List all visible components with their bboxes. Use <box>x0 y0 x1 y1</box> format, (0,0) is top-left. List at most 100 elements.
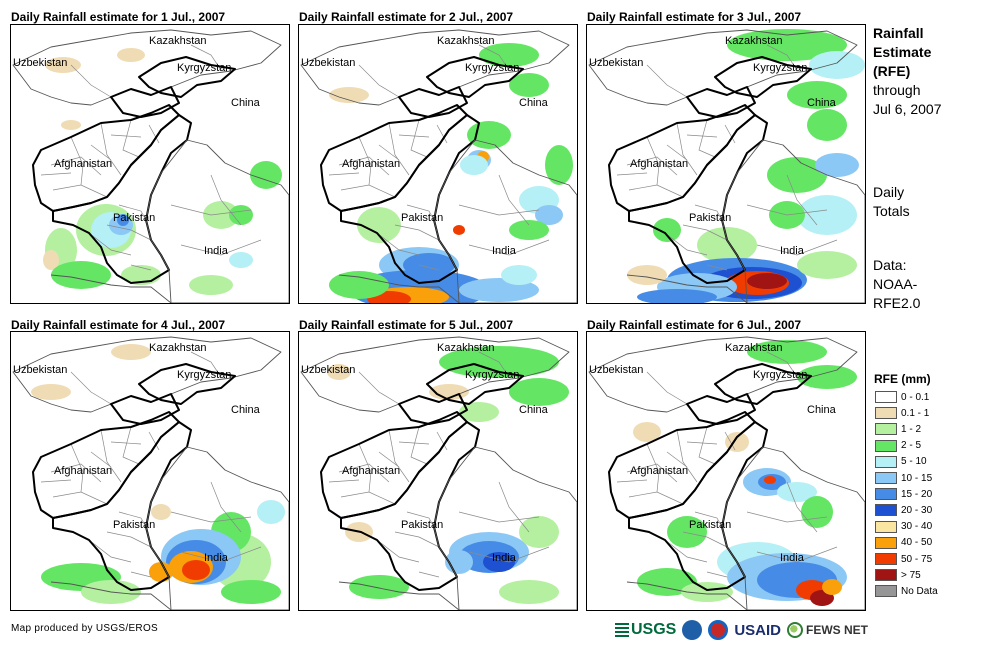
label-kazakhstan: Kazakhstan <box>149 35 207 47</box>
rainfall-map-jul-2: Kazakhstan Uzbekistan Kyrgyzstan China Afgha… <box>298 24 578 304</box>
province-line <box>418 264 440 271</box>
usgs-logo: USGS <box>615 621 676 639</box>
province-line <box>698 426 716 465</box>
border-india <box>721 446 865 610</box>
province-line <box>406 511 435 528</box>
province-line <box>70 64 112 98</box>
province-line <box>626 463 678 483</box>
province-line <box>40 172 72 176</box>
border-india <box>433 446 577 610</box>
legend-label: 20 - 30 <box>901 504 933 516</box>
province-line <box>616 479 648 483</box>
border-kyr <box>138 56 236 98</box>
province-line <box>706 571 728 578</box>
map-canvas <box>12 29 289 303</box>
province-line <box>378 144 400 161</box>
legend-swatch <box>875 520 897 533</box>
province-line <box>786 174 818 226</box>
province-line <box>686 441 718 445</box>
legend-swatch <box>875 585 897 598</box>
label-china: China <box>231 97 260 109</box>
province-line <box>666 144 688 161</box>
province-line <box>666 451 688 468</box>
province-line <box>106 531 152 548</box>
province-line <box>328 479 360 483</box>
border-kyr <box>714 363 812 405</box>
province-boundaries <box>616 351 838 578</box>
label-pakistan: Pakistan <box>689 519 732 531</box>
rainfall-cell <box>329 271 389 299</box>
province-line <box>52 491 108 505</box>
side-data-line1: Data: <box>873 257 907 273</box>
rainfall-cell <box>459 402 499 422</box>
label-uzbekistan: Uzbekistan <box>13 364 68 376</box>
rainfall-cell <box>221 580 281 604</box>
rainfall-cell <box>45 57 81 73</box>
label-china: China <box>807 97 836 109</box>
province-line <box>468 546 550 563</box>
label-afghanistan: Afghanistan <box>54 158 113 170</box>
legend-swatch <box>875 407 897 420</box>
side-daily-line2: Totals <box>873 203 910 219</box>
province-line <box>100 429 122 483</box>
label-kazakhstan: Kazakhstan <box>725 35 783 47</box>
panel-title-5: Daily Rainfall estimate for 5 Jul., 2007 <box>299 318 514 332</box>
label-afghanistan: Afghanistan <box>342 158 401 170</box>
province-line <box>130 264 152 271</box>
province-line <box>190 351 222 378</box>
province-line <box>478 351 510 378</box>
rainfall-map-jul-5: Kazakhstan Uzbekistan Kyrgyzstan China Afgha… <box>298 331 578 611</box>
border-central <box>12 29 282 106</box>
rainfall-cell <box>764 476 776 484</box>
province-line <box>724 431 736 451</box>
border-india <box>721 139 865 303</box>
panel-title-1: Daily Rainfall estimate for 1 Jul., 2007 <box>11 10 226 24</box>
border-coast <box>626 581 748 610</box>
province-line <box>110 134 142 138</box>
legend-item: 50 - 75 <box>875 552 932 566</box>
province-line <box>180 239 262 256</box>
label-india: India <box>204 552 228 564</box>
border-coast <box>50 581 172 610</box>
rainfall-cell <box>483 552 515 572</box>
border-taj <box>110 393 180 425</box>
legend-label: 10 - 15 <box>901 472 933 484</box>
rainfall-cell <box>627 265 667 285</box>
fews-net-logo: FEWS NET <box>787 622 868 638</box>
border-taj <box>686 86 756 118</box>
province-line <box>398 134 430 138</box>
rainfall-cell <box>697 227 757 263</box>
side-title-line2: Estimate <box>873 44 932 60</box>
province-line <box>100 122 122 176</box>
rainfall-cell <box>329 87 369 103</box>
rainfall-cell <box>151 504 171 520</box>
province-line <box>694 511 723 528</box>
border-coast <box>50 274 172 303</box>
rainfall-cell <box>149 562 173 582</box>
legend-item: 15 - 20 <box>875 487 932 501</box>
province-line <box>210 481 242 533</box>
side-data-line2: NOAA- <box>873 276 918 292</box>
province-line <box>358 371 400 405</box>
province-line <box>210 174 242 226</box>
label-uzbekistan: Uzbekistan <box>13 57 68 69</box>
province-line <box>338 156 390 176</box>
border-coast <box>338 274 460 303</box>
province-line <box>130 571 152 578</box>
side-daily-line1: Daily <box>873 184 905 200</box>
rainfall-cell <box>501 265 537 285</box>
rainfall-cell <box>111 344 151 360</box>
province-line <box>50 463 102 483</box>
panel-title-3: Daily Rainfall estimate for 3 Jul., 2007 <box>587 10 802 24</box>
province-line <box>746 511 828 523</box>
label-india: India <box>492 245 516 257</box>
province-line <box>50 156 102 176</box>
province-line <box>180 546 262 563</box>
logo-strip: USGS USAID FEWS NET <box>615 617 868 643</box>
rainfall-cell <box>767 157 827 193</box>
province-line <box>682 224 728 241</box>
legend-swatch <box>875 488 897 501</box>
legend-label: 30 - 40 <box>901 521 933 533</box>
province-line <box>706 264 728 271</box>
border-coast <box>338 581 460 610</box>
